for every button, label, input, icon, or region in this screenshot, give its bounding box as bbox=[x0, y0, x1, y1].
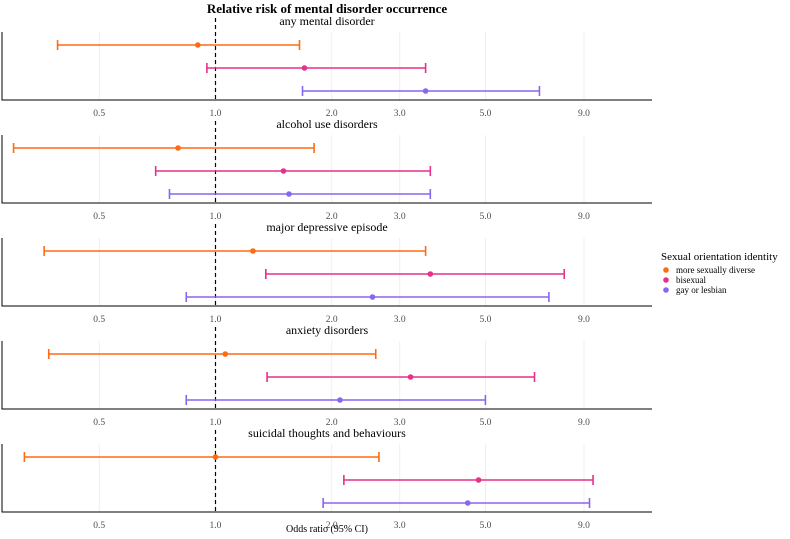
x-tick-label: 0.5 bbox=[93, 315, 105, 325]
x-tick-label: 5.0 bbox=[479, 315, 491, 325]
or-point bbox=[422, 88, 429, 94]
or-point bbox=[427, 271, 434, 277]
or-point bbox=[212, 454, 219, 460]
x-tick-label: 2.0 bbox=[326, 418, 338, 428]
x-tick-label: 9.0 bbox=[578, 109, 590, 119]
or-point bbox=[250, 248, 256, 254]
x-tick-label: 5.0 bbox=[479, 521, 491, 531]
panel-title: alcohol use disorders bbox=[276, 117, 378, 131]
x-tick-label: 3.0 bbox=[394, 418, 406, 428]
panel-title: anxiety disorders bbox=[286, 323, 369, 337]
panel: alcohol use disorders 0.5 1.0 2.0 3.0 5.0 9.0 bbox=[1, 117, 652, 222]
or-point bbox=[407, 374, 414, 380]
x-tick-label: 1.0 bbox=[210, 521, 222, 531]
x-tick-label: 3.0 bbox=[394, 109, 406, 119]
legend-label: more sexually diverse bbox=[676, 265, 755, 275]
legend-key bbox=[663, 267, 669, 273]
x-tick-label: 0.5 bbox=[93, 521, 105, 531]
x-axis-title: Odds ratio (95% CI) bbox=[286, 524, 368, 535]
legend: Sexual orientation identity more sexuall… bbox=[661, 251, 778, 295]
x-tick-label: 2.0 bbox=[326, 212, 338, 222]
panel-title: suicidal thoughts and behaviours bbox=[248, 426, 406, 440]
legend-title: Sexual orientation identity bbox=[661, 251, 778, 263]
x-tick-label: 0.5 bbox=[93, 109, 105, 119]
or-point bbox=[475, 477, 482, 483]
legend-key bbox=[663, 287, 669, 293]
x-tick-label: 0.5 bbox=[93, 212, 105, 222]
x-tick-label: 3.0 bbox=[394, 315, 406, 325]
x-tick-label: 2.0 bbox=[326, 315, 338, 325]
or-point bbox=[301, 65, 308, 71]
x-tick-label: 5.0 bbox=[479, 418, 491, 428]
or-point bbox=[369, 294, 376, 300]
panel-title: any mental disorder bbox=[279, 14, 374, 28]
legend-label: bisexual bbox=[676, 275, 706, 285]
panel: suicidal thoughts and behaviours 0.5 1.0 2.… bbox=[1, 426, 652, 531]
x-tick-label: 1.0 bbox=[210, 109, 222, 119]
panel: anxiety disorders 0.5 1.0 2.0 3.0 5.0 9.0 bbox=[1, 323, 652, 428]
x-tick-label: 0.5 bbox=[93, 418, 105, 428]
x-tick-label: 9.0 bbox=[578, 418, 590, 428]
or-point bbox=[195, 42, 201, 48]
or-point bbox=[286, 191, 292, 197]
x-tick-label: 5.0 bbox=[479, 109, 491, 119]
x-tick-label: 9.0 bbox=[578, 315, 590, 325]
x-tick-label: 9.0 bbox=[578, 212, 590, 222]
or-point bbox=[280, 168, 287, 174]
legend-label: gay or lesbian bbox=[676, 285, 727, 295]
or-point bbox=[175, 145, 181, 151]
panel-title: major depressive episode bbox=[266, 220, 387, 234]
panel: any mental disorder 0.5 1.0 2.0 3.0 5.0 9.0 bbox=[1, 14, 652, 119]
or-point bbox=[337, 397, 343, 403]
x-tick-label: 9.0 bbox=[578, 521, 590, 531]
or-point bbox=[222, 351, 229, 357]
x-tick-label: 2.0 bbox=[326, 521, 338, 531]
x-tick-label: 5.0 bbox=[479, 212, 491, 222]
x-tick-label: 1.0 bbox=[210, 212, 222, 222]
chart-title: Relative risk of mental disorder occurre… bbox=[207, 1, 448, 16]
x-tick-label: 2.0 bbox=[326, 109, 338, 119]
x-tick-label: 3.0 bbox=[394, 212, 406, 222]
or-point bbox=[464, 500, 471, 506]
legend-key bbox=[663, 277, 669, 283]
x-tick-label: 1.0 bbox=[210, 418, 222, 428]
x-tick-label: 1.0 bbox=[210, 315, 222, 325]
x-tick-label: 3.0 bbox=[394, 521, 406, 531]
panel: major depressive episode 0.5 1.0 2.0 3.0 5.0 9… bbox=[1, 220, 652, 325]
